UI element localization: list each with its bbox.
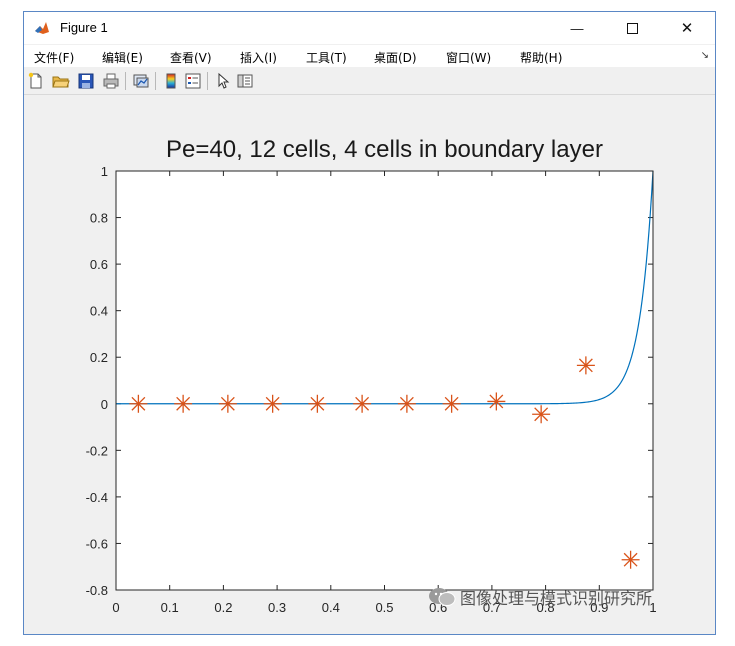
x-tick-label: 0.1 xyxy=(161,600,179,615)
asterisk-marker xyxy=(576,356,595,375)
asterisk-stroke xyxy=(176,396,191,411)
close-button[interactable]: ✕ xyxy=(664,12,710,44)
menu-insert[interactable]: 插入(I) xyxy=(240,51,277,65)
axes-background[interactable] xyxy=(116,171,653,590)
y-tick-label: 0.8 xyxy=(90,211,108,226)
maximize-icon xyxy=(626,22,638,34)
x-tick-label: 0.2 xyxy=(214,600,232,615)
x-tick-label: 0.5 xyxy=(375,600,393,615)
asterisk-marker xyxy=(442,394,461,413)
new-figure-icon[interactable] xyxy=(27,72,45,90)
save-icon[interactable] xyxy=(77,72,95,90)
x-tick-label: 0.3 xyxy=(268,600,286,615)
y-tick-label: 0 xyxy=(101,397,108,412)
y-tick-label: -0.2 xyxy=(86,443,108,458)
asterisk-stroke xyxy=(310,396,325,411)
y-tick-label: 0.6 xyxy=(90,257,108,272)
toolbar-separator xyxy=(155,72,156,90)
menu-bar: 文件(F) 编辑(E) 查看(V) 插入(I) 工具(T) 桌面(D) 窗口(W… xyxy=(24,45,715,67)
insert-colorbar-icon[interactable] xyxy=(162,72,180,90)
x-tick-label: 0 xyxy=(112,600,119,615)
x-tick-label: 0.4 xyxy=(322,600,340,615)
toolbar-dock-arrow-icon[interactable]: ↘ xyxy=(700,50,709,61)
property-inspector-icon[interactable] xyxy=(236,72,254,90)
asterisk-marker xyxy=(353,394,372,413)
x-tick-label: 1 xyxy=(649,600,656,615)
asterisk-stroke xyxy=(444,396,459,411)
minimize-icon: — xyxy=(570,20,584,36)
print-icon[interactable] xyxy=(102,72,120,90)
asterisk-marker xyxy=(487,392,506,411)
wechat-icon xyxy=(429,588,456,606)
figure-canvas: Pe=40, 12 cells, 4 cells in boundary lay… xyxy=(24,95,715,634)
asterisk-marker xyxy=(621,550,640,569)
asterisk-marker xyxy=(532,405,551,424)
menu-edit[interactable]: 编辑(E) xyxy=(102,51,143,65)
window-title: Figure 1 xyxy=(60,20,108,35)
link-plot-icon[interactable] xyxy=(132,72,150,90)
menu-help[interactable]: 帮助(H) xyxy=(520,51,563,65)
asterisk-stroke xyxy=(220,396,235,411)
asterisk-stroke xyxy=(578,358,593,373)
menu-desktop[interactable]: 桌面(D) xyxy=(374,51,417,65)
insert-legend-icon[interactable] xyxy=(184,72,202,90)
asterisk-marker xyxy=(263,394,282,413)
title-bar[interactable]: Figure 1 — ✕ xyxy=(24,12,715,44)
x-tick-label: 0.9 xyxy=(590,600,608,615)
x-tick-label: 0.7 xyxy=(483,600,501,615)
y-tick-label: 0.4 xyxy=(90,304,108,319)
edit-plot-arrow-icon[interactable] xyxy=(214,72,232,90)
asterisk-stroke xyxy=(399,396,414,411)
asterisk-marker xyxy=(129,394,148,413)
asterisk-stroke xyxy=(355,396,370,411)
menu-window[interactable]: 窗口(W) xyxy=(446,51,492,65)
y-tick-label: 1 xyxy=(101,164,108,179)
asterisk-stroke xyxy=(131,396,146,411)
asterisk-marker xyxy=(174,394,193,413)
matlab-logo-icon xyxy=(34,20,50,36)
plot-svg[interactable]: Pe=40, 12 cells, 4 cells in boundary lay… xyxy=(24,95,715,634)
toolbar-separator xyxy=(207,72,208,90)
open-file-icon[interactable] xyxy=(52,72,70,90)
asterisk-stroke xyxy=(534,407,549,422)
maximize-button[interactable] xyxy=(609,12,655,44)
watermark-text: 图像处理与模式识别研究所 xyxy=(460,589,653,608)
y-tick-label: -0.4 xyxy=(86,490,108,505)
y-tick-label: -0.8 xyxy=(86,583,108,598)
asterisk-marker xyxy=(397,394,416,413)
exact-solution-line xyxy=(116,170,654,405)
menu-file[interactable]: 文件(F) xyxy=(34,51,75,65)
asterisk-stroke xyxy=(489,394,504,409)
asterisk-stroke xyxy=(623,552,638,567)
minimize-button[interactable]: — xyxy=(554,12,600,44)
y-tick-label: -0.6 xyxy=(86,536,108,551)
menu-tools[interactable]: 工具(T) xyxy=(306,51,347,65)
menu-view[interactable]: 查看(V) xyxy=(170,51,212,65)
axes-box xyxy=(115,170,654,591)
close-icon: ✕ xyxy=(680,20,694,37)
chart-title: Pe=40, 12 cells, 4 cells in boundary lay… xyxy=(166,136,603,163)
x-tick-label: 0.8 xyxy=(537,600,555,615)
asterisk-marker xyxy=(308,394,327,413)
y-tick-label: 0.2 xyxy=(90,350,108,365)
toolbar-separator xyxy=(125,72,126,90)
toolbar xyxy=(24,68,715,95)
figure-window: Figure 1 — ✕ 文件(F) 编辑(E) 查看(V) 插入(I) 工具(… xyxy=(23,11,716,635)
asterisk-stroke xyxy=(265,396,280,411)
watermark: 图像处理与模式识别研究所 xyxy=(428,585,652,609)
asterisk-marker xyxy=(218,394,237,413)
